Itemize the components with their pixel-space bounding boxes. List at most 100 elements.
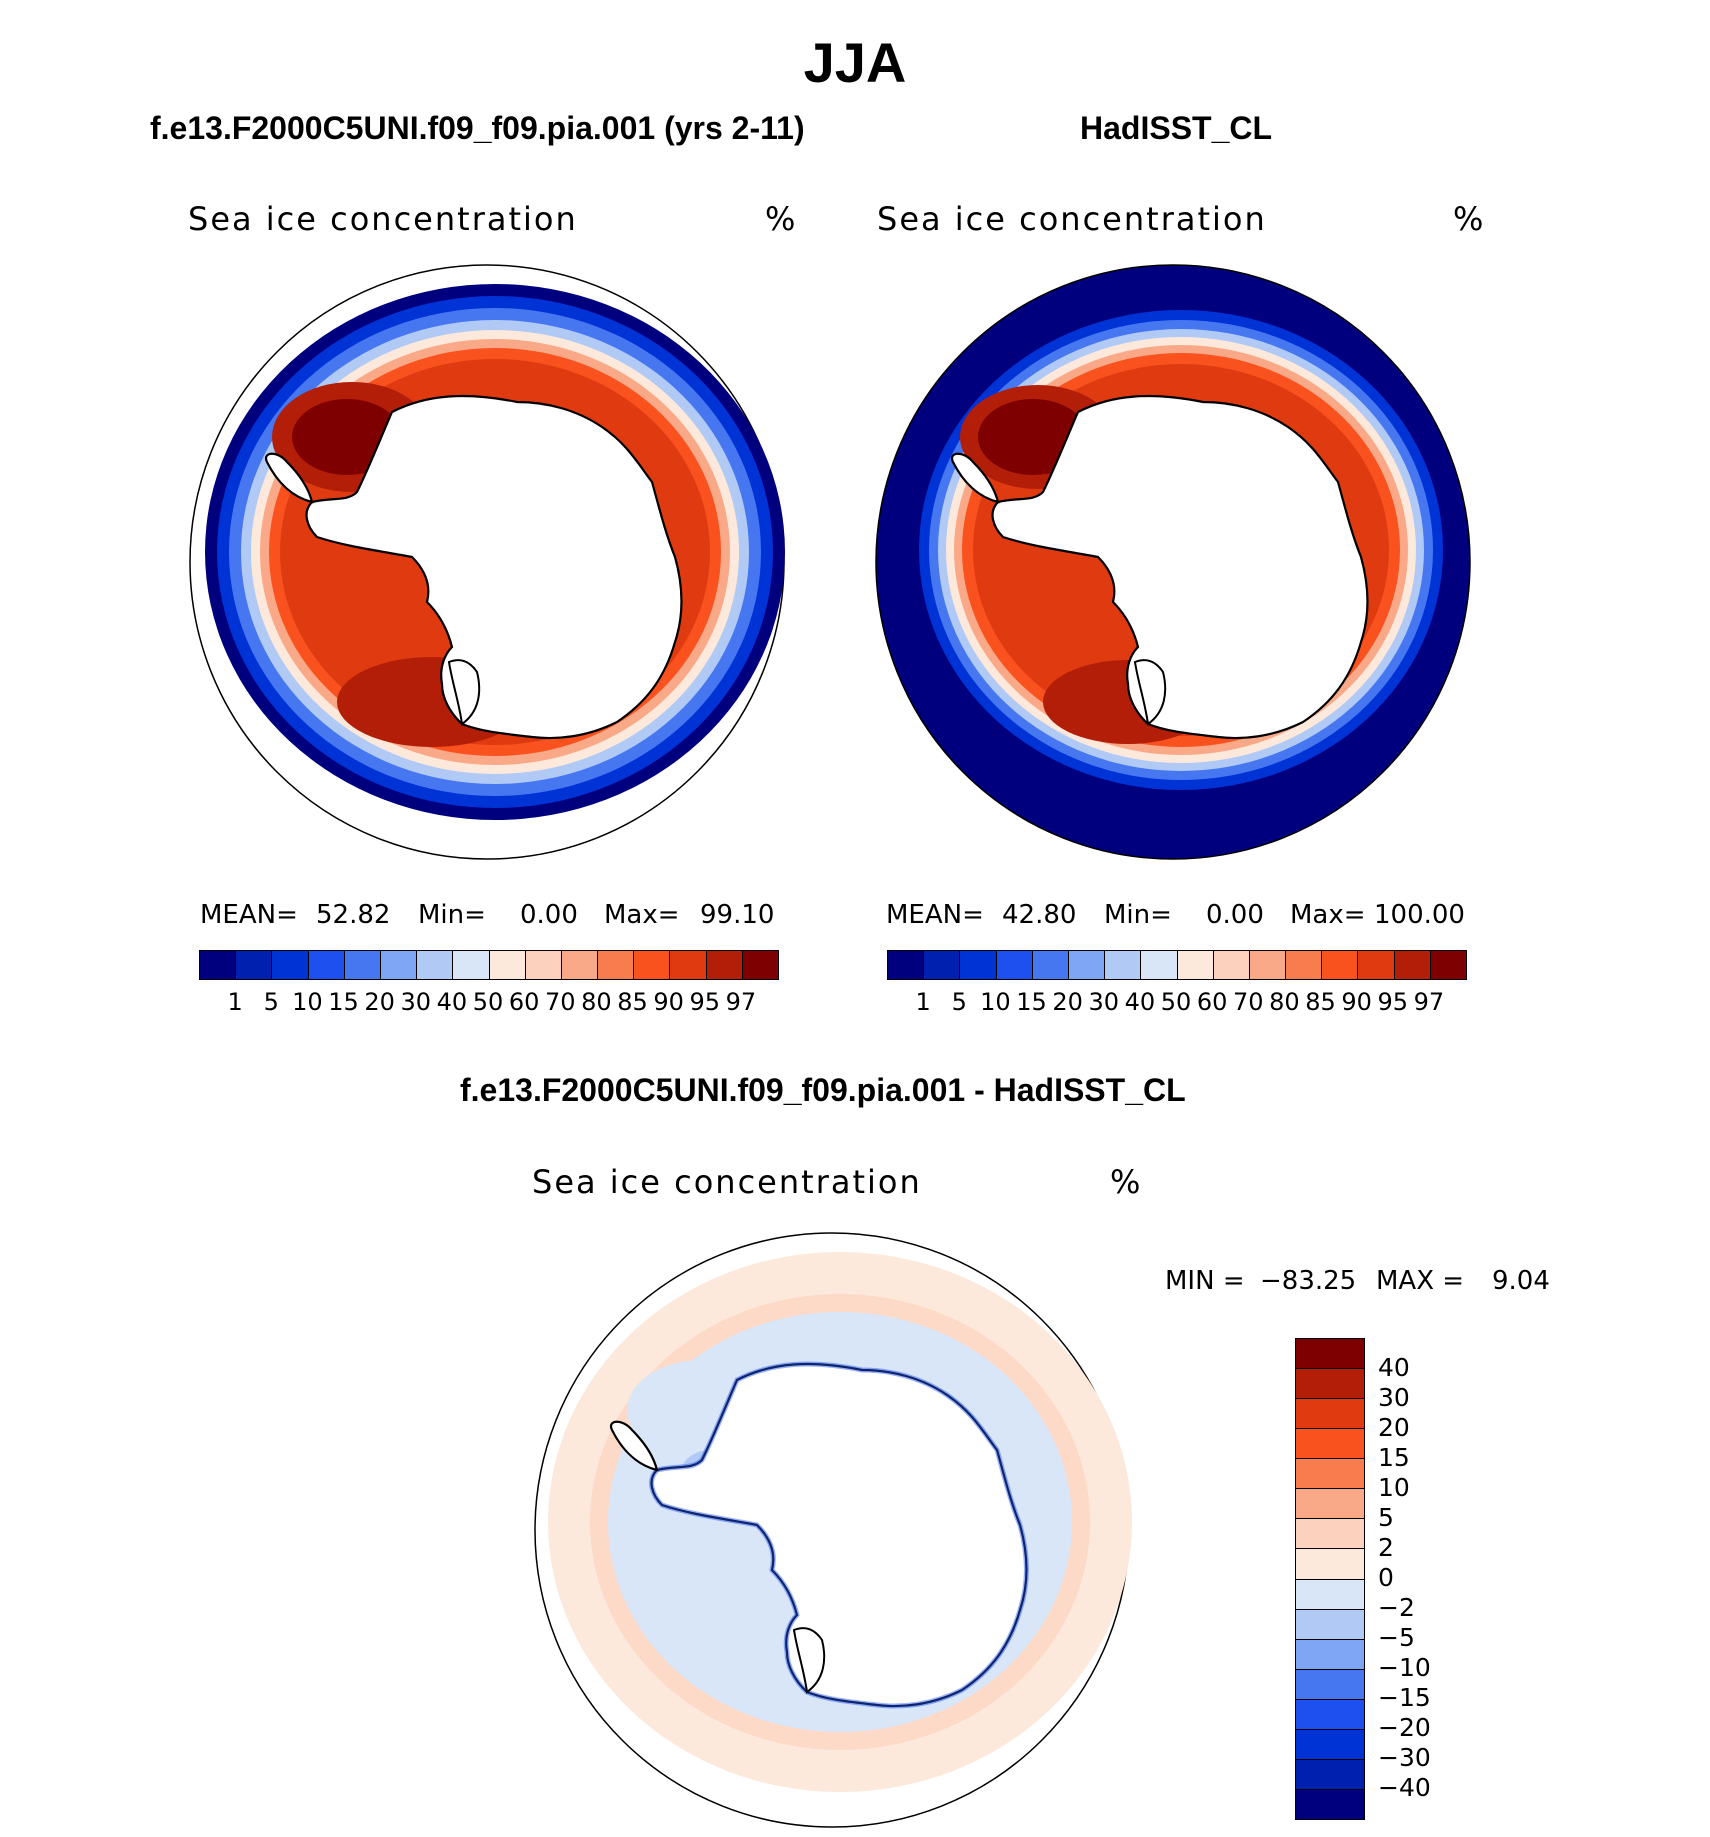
- colorbar-diff-swatch: [1296, 1549, 1364, 1580]
- colorbar-obs-tick-label: 30: [1088, 988, 1120, 1016]
- colorbar-diff-swatch: [1296, 1609, 1364, 1640]
- colorbar-diff-swatch: [1296, 1429, 1364, 1460]
- colorbar-obs-tick-label: 1: [915, 988, 931, 1016]
- diff-min-label: MIN =: [1165, 1266, 1245, 1296]
- panel-title-obs: HadISST_CL: [1080, 110, 1273, 146]
- colorbar-obs-swatch: [1032, 951, 1069, 979]
- colorbar-obs-tick-label: 5: [951, 988, 967, 1016]
- colorbar-diff-tick-label: −20: [1378, 1713, 1431, 1742]
- mean-value-model: 52.82: [316, 900, 391, 930]
- colorbar-obs-swatch: [1177, 951, 1214, 979]
- max-value-model: 99.10: [700, 900, 775, 930]
- colorbar-obs-swatch: [1394, 951, 1431, 979]
- colorbar-diff-swatch: [1296, 1669, 1364, 1700]
- colorbar-diff-tick-label: 30: [1378, 1383, 1410, 1412]
- colorbar-model-swatch: [453, 951, 490, 979]
- colorbar-ticks-diff: 40 30 20 15 10 5 2 0 −2 −5 −10 −15 −20 −30 −40: [1378, 1338, 1468, 1818]
- max-label-model: Max=: [604, 900, 680, 930]
- colorbar-diff-swatch: [1296, 1399, 1364, 1430]
- colorbar-model-swatch: [489, 951, 526, 979]
- colorbar-diff-swatch: [1296, 1369, 1364, 1400]
- diff-min-value: −83.25: [1260, 1266, 1357, 1296]
- colorbar-model-swatch: [272, 951, 309, 979]
- mean-label-model: MEAN=: [200, 900, 298, 930]
- colorbar-obs-swatch: [960, 951, 997, 979]
- colorbar-diff-tick-label: 5: [1378, 1503, 1394, 1532]
- colorbar-diff-swatch: [1296, 1759, 1364, 1790]
- diff-panel-title: f.e13.F2000C5UNI.f09_f09.pia.001 - HadIS…: [460, 1072, 1186, 1108]
- colorbar-obs-swatch: [1105, 951, 1142, 979]
- max-label-obs: Max=: [1290, 900, 1366, 930]
- diff-max-value: 9.04: [1492, 1266, 1550, 1296]
- colorbar-ticks-model: 1 5 10 15 20 30 40 50 60 70 80 85 90 95 97: [199, 988, 777, 1018]
- colorbar-model: [199, 950, 779, 980]
- variable-label-diff: Sea ice concentration: [532, 1163, 922, 1201]
- colorbar-model-swatch: [236, 951, 273, 979]
- min-label-model: Min=: [418, 900, 486, 930]
- colorbar-obs-swatch: [1286, 951, 1323, 979]
- colorbar-obs-swatch: [1358, 951, 1395, 979]
- variable-label-obs: Sea ice concentration: [877, 200, 1267, 238]
- colorbar-diff-swatch: [1296, 1339, 1364, 1370]
- min-value-model: 0.00: [520, 900, 578, 930]
- min-value-obs: 0.00: [1206, 900, 1264, 930]
- colorbar-obs-tick-label: 10: [980, 988, 1011, 1016]
- colorbar-obs: [887, 950, 1467, 980]
- colorbar-model-tick-label: 90: [653, 988, 684, 1016]
- variable-label-model: Sea ice concentration: [188, 200, 578, 238]
- colorbar-diff-tick-label: 15: [1378, 1443, 1410, 1472]
- colorbar-diff-tick-label: 0: [1378, 1563, 1394, 1592]
- colorbar-model-tick-label: 97: [725, 988, 757, 1016]
- colorbar-obs-swatch: [1213, 951, 1250, 979]
- colorbar-diff-swatch: [1296, 1579, 1364, 1610]
- colorbar-obs-tick-label: 80: [1269, 988, 1300, 1016]
- colorbar-obs-swatch: [1068, 951, 1106, 979]
- colorbar-model-swatch: [634, 951, 671, 979]
- colorbar-obs-swatch: [1322, 951, 1359, 979]
- colorbar-obs-swatch: [1141, 951, 1178, 979]
- colorbar-model-swatch: [308, 951, 345, 979]
- diff-max-label: MAX =: [1376, 1266, 1465, 1296]
- colorbar-model-swatch: [706, 951, 743, 979]
- colorbar-model-swatch: [742, 951, 778, 979]
- colorbar-model-tick-label: 5: [263, 988, 279, 1016]
- colorbar-obs-tick-label: 15: [1016, 988, 1047, 1016]
- colorbar-diff-swatch: [1296, 1639, 1364, 1670]
- colorbar-diff-swatch: [1296, 1519, 1364, 1550]
- colorbar-obs-tick-label: 85: [1305, 988, 1336, 1016]
- colorbar-obs-tick-label: 50: [1160, 988, 1192, 1016]
- colorbar-diff-swatch: [1296, 1789, 1364, 1819]
- colorbar-obs-swatch: [1430, 951, 1466, 979]
- colorbar-diff-swatch: [1296, 1489, 1364, 1520]
- figure-title: JJA: [803, 31, 907, 94]
- polar-map-obs: [875, 264, 1471, 860]
- colorbar-obs-tick-label: 40: [1124, 988, 1156, 1016]
- colorbar-diff-tick-label: 10: [1378, 1473, 1410, 1502]
- colorbar-diff-swatch: [1296, 1459, 1364, 1490]
- colorbar-diff: [1295, 1338, 1365, 1820]
- colorbar-obs-swatch: [924, 951, 961, 979]
- colorbar-obs-tick-label: 97: [1413, 988, 1445, 1016]
- colorbar-obs-swatch: [888, 951, 925, 979]
- max-value-obs: 100.00: [1374, 900, 1465, 930]
- colorbar-diff-tick-label: −10: [1378, 1653, 1431, 1682]
- colorbar-obs-swatch: [996, 951, 1033, 979]
- colorbar-model-tick-label: 60: [508, 988, 540, 1016]
- colorbar-model-tick-label: 50: [472, 988, 504, 1016]
- colorbar-model-tick-label: 95: [689, 988, 721, 1016]
- colorbar-model-tick-label: 1: [227, 988, 243, 1016]
- colorbar-diff-tick-label: −2: [1378, 1593, 1415, 1622]
- min-label-obs: Min=: [1104, 900, 1172, 930]
- colorbar-model-tick-label: 85: [617, 988, 648, 1016]
- mean-value-obs: 42.80: [1002, 900, 1077, 930]
- colorbar-obs-tick-label: 20: [1052, 988, 1083, 1016]
- units-label-obs: %: [1453, 200, 1484, 238]
- colorbar-diff-tick-label: 20: [1378, 1413, 1410, 1442]
- colorbar-model-swatch: [525, 951, 562, 979]
- colorbar-model-tick-label: 80: [581, 988, 612, 1016]
- colorbar-ticks-obs: 1 5 10 15 20 30 40 50 60 70 80 85 90 95 97: [887, 988, 1465, 1018]
- colorbar-model-swatch: [417, 951, 454, 979]
- colorbar-model-swatch: [670, 951, 707, 979]
- colorbar-model-tick-label: 70: [544, 988, 576, 1016]
- colorbar-model-tick-label: 30: [400, 988, 432, 1016]
